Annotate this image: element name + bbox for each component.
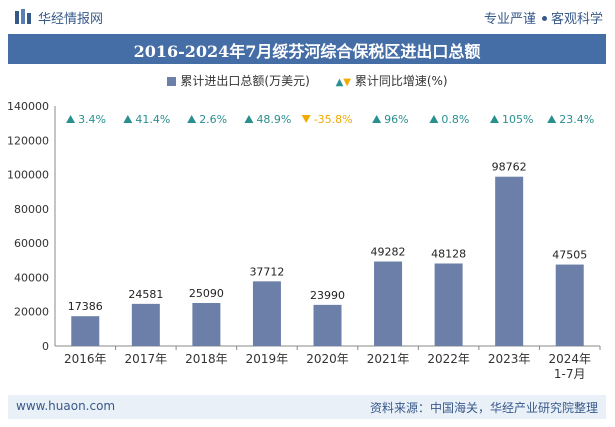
- growth-up-triangle-icon: [244, 115, 254, 123]
- bar-value-label: 98762: [492, 161, 527, 174]
- title-bar: 2016-2024年7月绥芬河综合保税区进出口总额: [8, 34, 606, 64]
- growth-label: 96%: [384, 113, 408, 126]
- bar: [71, 316, 100, 346]
- growth-up-triangle-icon: [372, 115, 382, 123]
- brand-name: 华经情报网: [38, 12, 104, 27]
- tagline-right: 客观科学: [550, 12, 603, 27]
- chart-title: 2016-2024年7月绥芬河综合保税区进出口总额: [133, 42, 481, 61]
- legend-down-triangle-icon: ▼: [343, 77, 351, 88]
- bar-value-label: 47505: [552, 249, 587, 262]
- y-tick-label: 140000: [7, 100, 49, 113]
- growth-label: 105%: [502, 113, 533, 126]
- bar-value-label: 23990: [310, 289, 345, 302]
- x-tick-label: 2018年: [185, 352, 228, 366]
- x-tick-label: 1-7月: [554, 367, 586, 381]
- y-tick-label: 0: [42, 340, 49, 353]
- top-bar: 华经情报网 专业严谨 客观科学: [0, 0, 615, 34]
- growth-label: 0.8%: [441, 113, 469, 126]
- bar: [374, 261, 403, 346]
- y-tick-label: 60000: [14, 237, 49, 250]
- bar: [495, 176, 524, 346]
- growth-label: 23.4%: [559, 113, 594, 126]
- legend-bar-swatch-icon: [167, 77, 177, 86]
- x-tick-label: 2020年: [306, 352, 349, 366]
- footer-source: 资料来源：中国海关，华经产业研究院整理: [369, 401, 598, 415]
- bar-value-label: 24581: [128, 288, 163, 301]
- growth-label: 48.9%: [256, 113, 291, 126]
- growth-up-triangle-icon: [66, 115, 76, 123]
- x-tick-label: 2019年: [246, 352, 289, 366]
- tagline-left: 专业严谨: [483, 12, 536, 27]
- growth-up-triangle-icon: [429, 115, 439, 123]
- x-tick-label: 2016年: [64, 352, 107, 366]
- growth-down-triangle-icon: [301, 115, 311, 123]
- bar: [313, 304, 342, 346]
- footer-website: www.huaon.com: [16, 399, 116, 413]
- growth-label: 41.4%: [135, 113, 170, 126]
- y-tick-label: 40000: [14, 271, 49, 284]
- tagline: 专业严谨 客观科学: [484, 8, 603, 27]
- bar: [434, 263, 463, 346]
- chart-legend: 累计进出口总额(万美元) ▲▼ 累计同比增速(%): [0, 72, 615, 89]
- x-tick-label: 2023年: [488, 352, 531, 366]
- legend-growth-label: 累计同比增速(%): [354, 74, 448, 88]
- bar-value-label: 25090: [189, 287, 224, 300]
- growth-up-triangle-icon: [489, 115, 499, 123]
- growth-up-triangle-icon: [187, 115, 197, 123]
- x-tick-label: 2022年: [427, 352, 470, 366]
- growth-label: -35.8%: [314, 113, 353, 126]
- legend-up-triangle-icon: ▲: [335, 77, 344, 88]
- bar: [131, 303, 160, 346]
- bar-value-label: 37712: [249, 265, 284, 278]
- x-tick-label: 2024年: [548, 352, 591, 366]
- growth-up-triangle-icon: [123, 115, 133, 123]
- y-tick-label: 120000: [7, 134, 49, 147]
- bar-value-label: 17386: [68, 300, 103, 313]
- brand-logo-icon: [15, 9, 31, 24]
- bar: [555, 264, 584, 346]
- y-tick-label: 100000: [7, 169, 49, 182]
- legend-growth-item: ▲▼ 累计同比增速(%): [336, 74, 448, 88]
- growth-label: 2.6%: [199, 113, 227, 126]
- footer-bar: www.huaon.com 资料来源：中国海关，华经产业研究院整理: [8, 395, 606, 419]
- growth-label: 3.4%: [78, 113, 106, 126]
- y-tick-label: 20000: [14, 306, 49, 319]
- legend-series-label: 累计进出口总额(万美元): [180, 74, 310, 88]
- bar: [192, 302, 221, 346]
- tagline-dot-icon: [541, 16, 547, 21]
- bar: [252, 281, 281, 346]
- x-tick-label: 2021年: [367, 352, 410, 366]
- bar-value-label: 49282: [371, 246, 406, 259]
- bar-chart: 020000400006000080000100000120000140000 …: [7, 100, 601, 381]
- growth-up-triangle-icon: [547, 115, 557, 123]
- y-tick-label: 80000: [14, 203, 49, 216]
- x-tick-label: 2017年: [125, 352, 168, 366]
- bar-value-label: 48128: [431, 247, 466, 260]
